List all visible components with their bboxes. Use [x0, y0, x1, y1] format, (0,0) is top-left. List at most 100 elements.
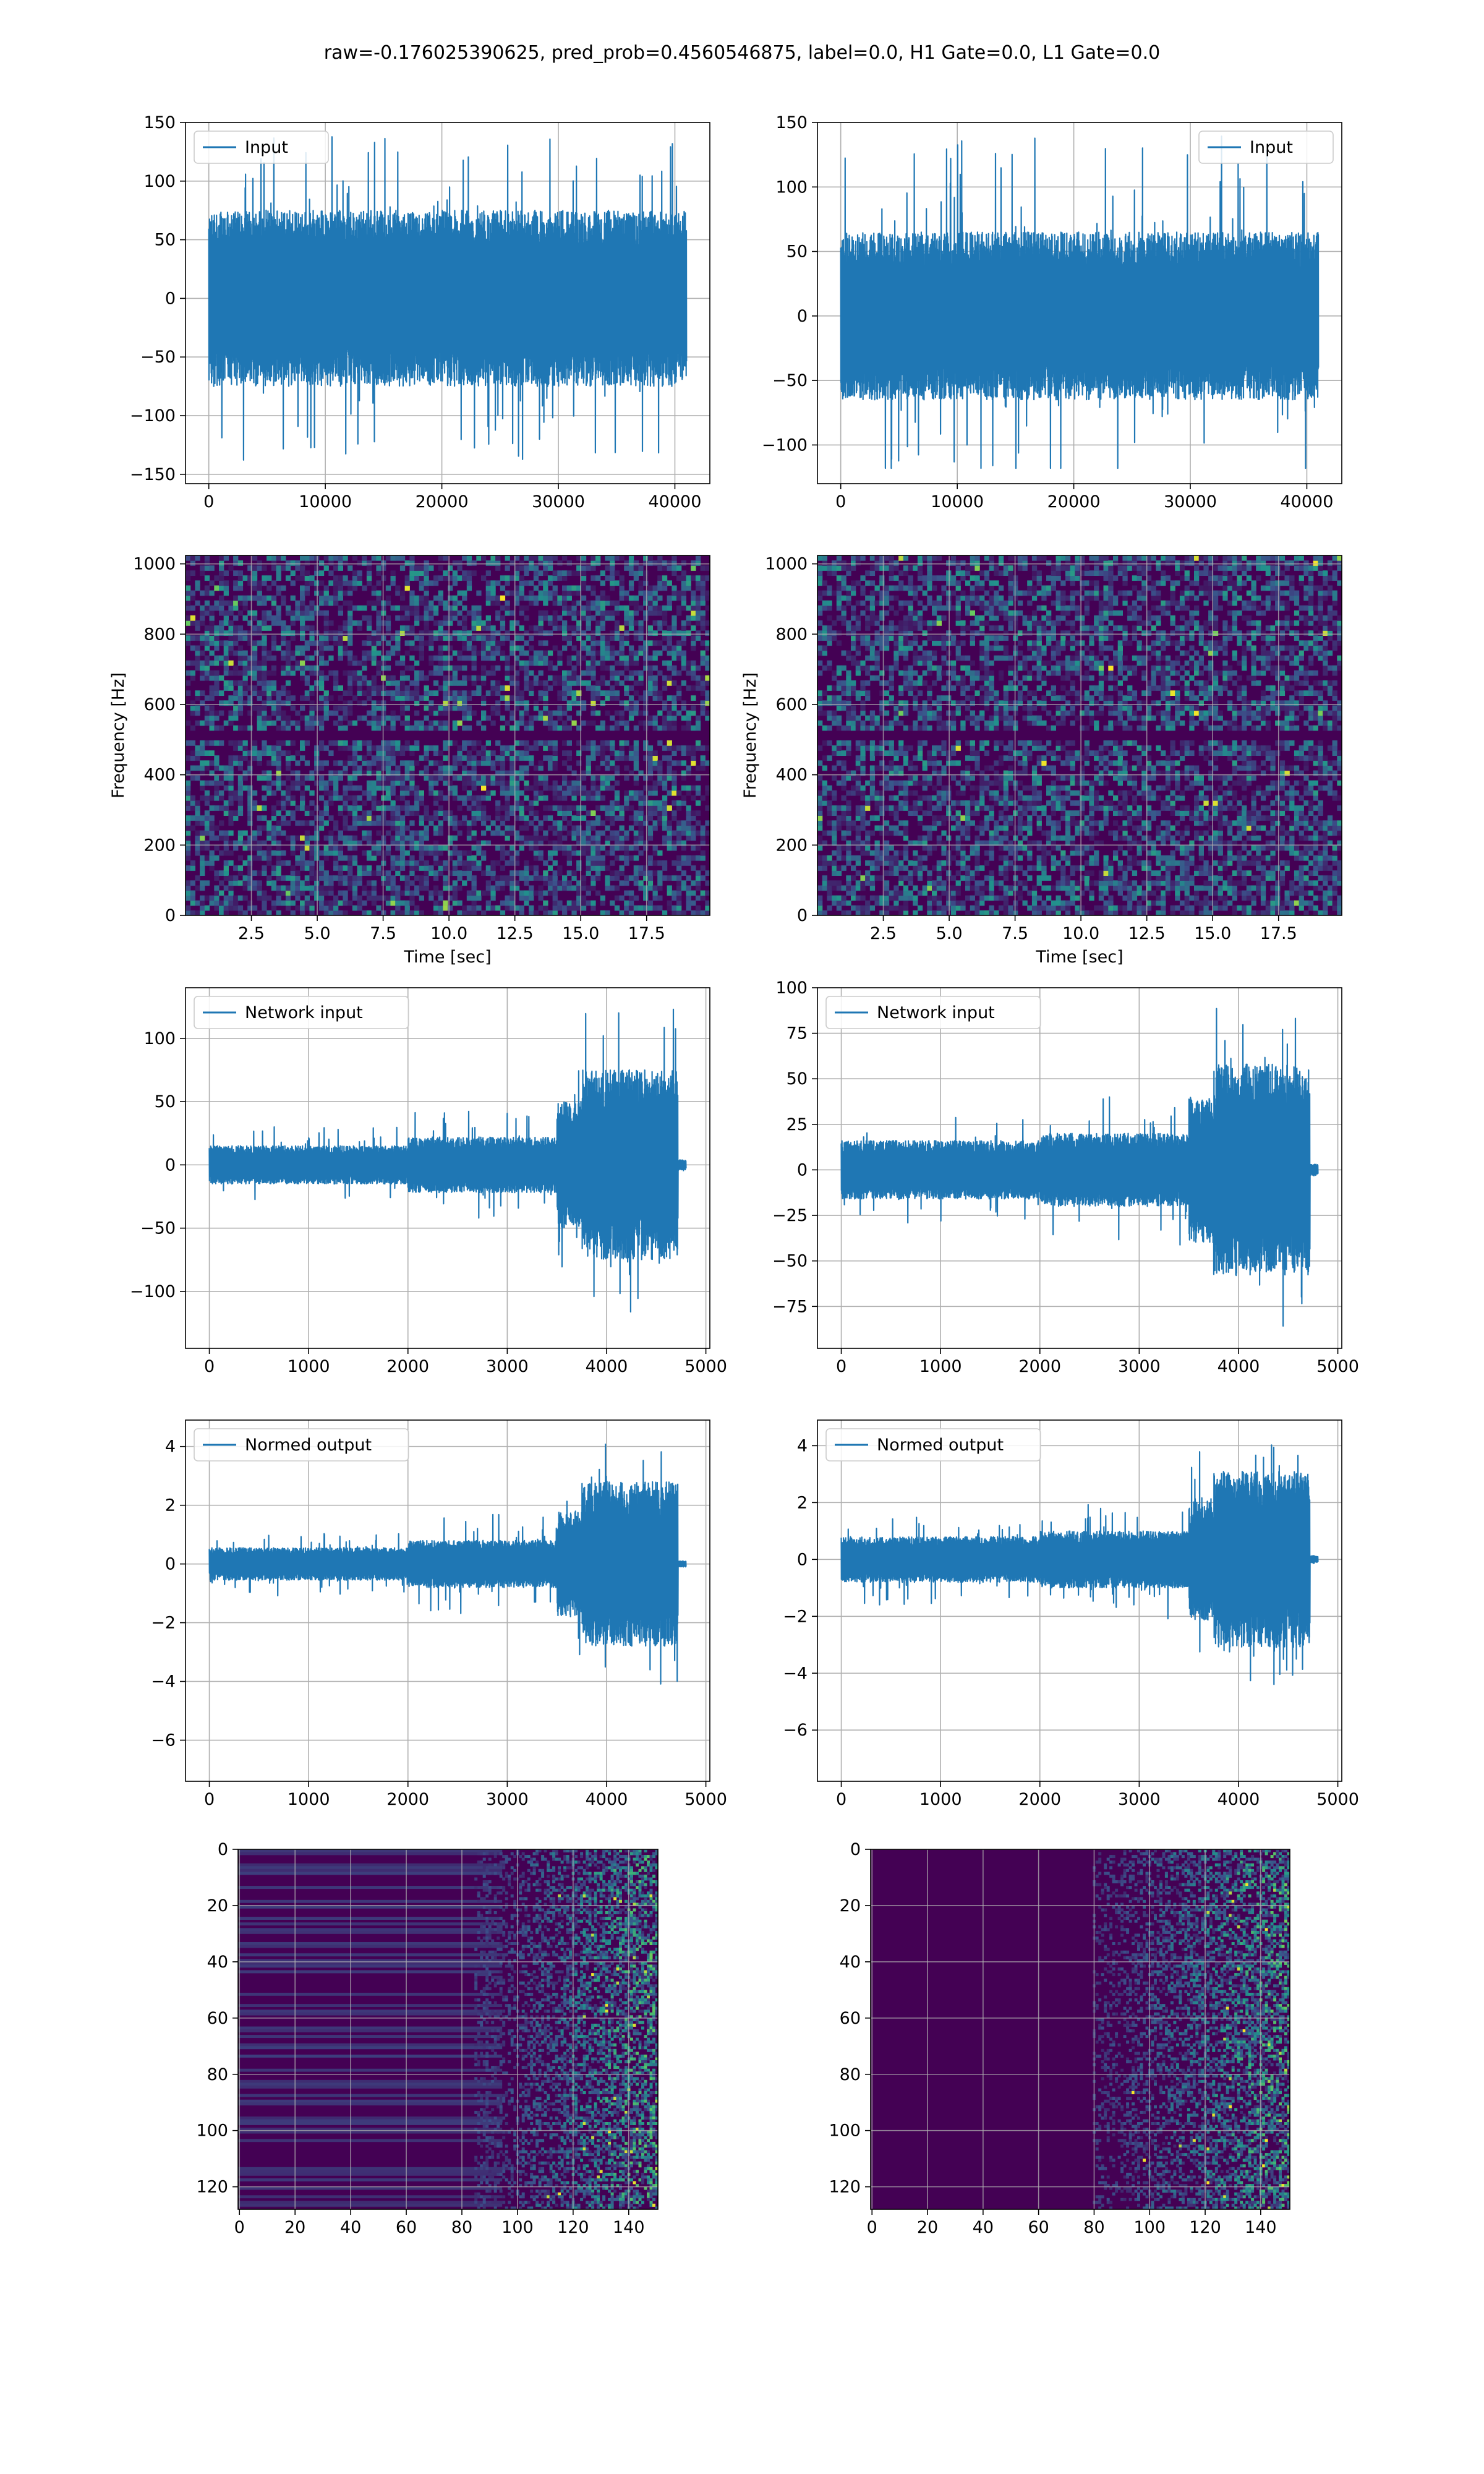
heatmap-cell: [672, 700, 677, 706]
heatmap-cell: [357, 865, 362, 871]
heatmap-cell: [438, 850, 443, 856]
panel-r2c2: 2.5 5.0 7.5 10.0 12.5 15.0 17.5020040060080010…: [741, 555, 1342, 967]
heatmap-cell: [404, 650, 410, 656]
heatmap-cell: [610, 615, 615, 621]
heatmap-cell: [832, 745, 837, 751]
heatmap-cell: [624, 690, 629, 696]
heatmap-cell: [681, 655, 686, 661]
heatmap-cell: [323, 875, 329, 881]
heatmap-cell: [860, 790, 866, 796]
heatmap-cell: [357, 755, 362, 761]
heatmap-cell: [267, 785, 272, 791]
heatmap-cell: [395, 865, 401, 871]
heatmap-cell: [519, 695, 524, 701]
heatmap-cell: [247, 565, 253, 571]
heatmap-cell: [247, 655, 253, 661]
heatmap-cell: [237, 790, 244, 796]
heatmap-cell: [195, 625, 200, 631]
heatmap-cell: [614, 620, 620, 626]
heatmap-cell: [576, 680, 582, 686]
heatmap-cell: [505, 850, 510, 856]
heatmap-cell: [190, 660, 195, 666]
heatmap-cell: [204, 635, 210, 641]
heatmap-cell: [443, 620, 448, 626]
heatmap-cell: [476, 685, 482, 691]
heatmap-cell: [610, 645, 615, 651]
heatmap-cell: [538, 695, 544, 701]
heatmap-cell: [409, 575, 415, 581]
heatmap-cell: [557, 570, 563, 576]
heatmap-cell: [390, 885, 396, 891]
heatmap-cell: [638, 670, 644, 676]
heatmap-cell: [219, 585, 224, 591]
heatmap-cell: [519, 660, 524, 666]
heatmap-cell: [186, 880, 191, 886]
heatmap-cell: [204, 830, 210, 836]
heatmap-cell: [490, 775, 496, 781]
heatmap-cell: [686, 815, 691, 821]
heatmap-cell: [471, 845, 477, 851]
heatmap-cell: [832, 570, 837, 576]
heatmap-cell: [600, 610, 605, 616]
heatmap-cell: [519, 840, 524, 846]
heatmap-cell: [399, 780, 406, 786]
heatmap-cell: [662, 620, 668, 626]
heatmap-cell: [333, 595, 339, 601]
heatmap-cell: [262, 645, 267, 651]
heatmap-cell: [672, 770, 677, 776]
heatmap-cell: [600, 860, 605, 866]
heatmap-cell: [571, 610, 577, 616]
heatmap-cell: [500, 750, 506, 756]
heatmap-cell: [438, 900, 443, 906]
heatmap-cell: [309, 905, 315, 911]
heatmap-cell: [676, 605, 682, 611]
heatmap-cell: [318, 680, 325, 686]
heatmap-cell: [652, 860, 658, 866]
heatmap-cell: [419, 640, 424, 646]
heatmap-cell: [614, 840, 620, 846]
heatmap-cell: [190, 825, 195, 831]
heatmap-cell: [643, 885, 649, 891]
heatmap-cell: [860, 820, 866, 826]
heatmap-cell: [614, 710, 620, 716]
heatmap-cell: [376, 845, 382, 851]
heatmap-cell: [846, 875, 851, 881]
heatmap-cell: [328, 845, 334, 851]
heatmap-cell: [399, 775, 406, 781]
heatmap-cell: [851, 630, 856, 636]
heatmap-cell: [237, 700, 244, 706]
heatmap-cell: [543, 805, 548, 811]
heatmap-cell: [357, 670, 362, 676]
heatmap-cell: [495, 805, 501, 811]
heatmap-cell: [652, 695, 658, 701]
heatmap-cell: [252, 660, 258, 666]
heatmap-cell: [519, 815, 524, 821]
heatmap-cell: [476, 840, 482, 846]
heatmap-cell: [333, 670, 339, 676]
heatmap-cell: [214, 675, 220, 681]
heatmap-cell: [295, 905, 301, 911]
heatmap-cell: [252, 595, 258, 601]
heatmap-cell: [376, 830, 382, 836]
heatmap-cell: [457, 885, 463, 891]
heatmap-cell: [686, 875, 691, 881]
heatmap-cell: [633, 620, 639, 626]
heatmap-cell: [376, 625, 382, 631]
heatmap-cell: [476, 720, 482, 726]
heatmap-cell: [285, 645, 291, 651]
heatmap-cell: [333, 640, 339, 646]
heatmap-cell: [433, 610, 439, 616]
heatmap-cell: [285, 560, 291, 566]
heatmap-cell: [390, 715, 396, 721]
heatmap-cell: [652, 885, 658, 891]
heatmap-cell: [209, 565, 215, 571]
heatmap-cell: [318, 725, 325, 731]
heatmap-cell: [552, 720, 558, 726]
heatmap-cell: [429, 890, 434, 896]
heatmap-cell: [352, 875, 358, 881]
heatmap-cell: [448, 620, 453, 626]
heatmap-cell: [237, 760, 244, 766]
heatmap-cell: [591, 640, 596, 646]
heatmap-cell: [657, 640, 663, 646]
heatmap-cell: [252, 610, 258, 616]
